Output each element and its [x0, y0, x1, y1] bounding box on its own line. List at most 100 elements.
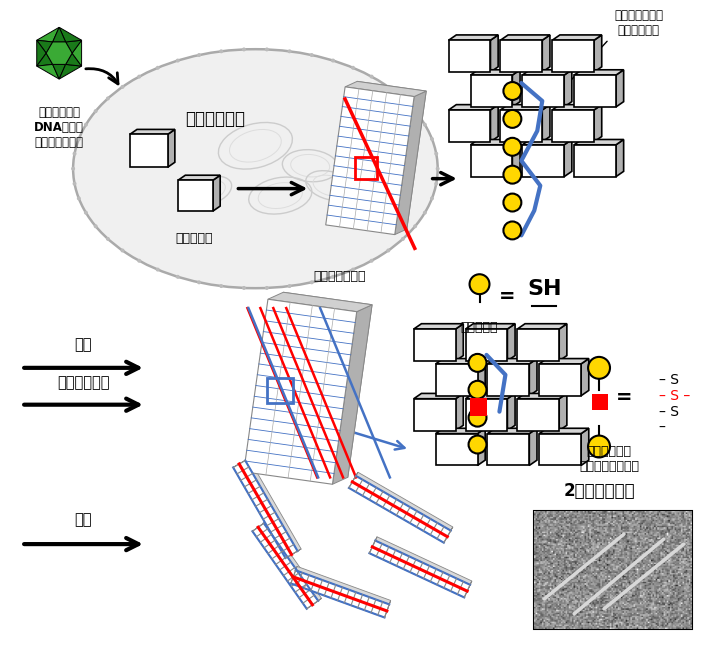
Polygon shape: [456, 393, 463, 430]
Text: ジスルフィド周
辺の相互作用: ジスルフィド周 辺の相互作用: [614, 9, 663, 37]
Circle shape: [219, 284, 223, 288]
Circle shape: [503, 82, 521, 100]
Polygon shape: [37, 27, 59, 42]
Polygon shape: [307, 599, 322, 609]
Polygon shape: [530, 428, 537, 465]
Circle shape: [197, 280, 201, 284]
Circle shape: [413, 109, 417, 113]
Polygon shape: [471, 75, 513, 107]
Text: カテプシン結晶: カテプシン結晶: [314, 271, 366, 283]
Circle shape: [197, 53, 201, 57]
Polygon shape: [351, 472, 453, 539]
Circle shape: [310, 280, 314, 284]
Circle shape: [106, 96, 110, 100]
Polygon shape: [471, 139, 520, 145]
Polygon shape: [594, 35, 602, 72]
Polygon shape: [518, 324, 567, 329]
Polygon shape: [72, 40, 82, 66]
Circle shape: [503, 166, 521, 184]
Polygon shape: [540, 428, 589, 434]
Circle shape: [370, 75, 373, 79]
Polygon shape: [168, 129, 175, 167]
Circle shape: [155, 268, 160, 272]
Polygon shape: [37, 53, 53, 66]
Polygon shape: [466, 324, 515, 329]
Polygon shape: [395, 91, 426, 235]
Polygon shape: [256, 521, 322, 607]
Polygon shape: [581, 359, 589, 396]
Circle shape: [413, 224, 417, 228]
Circle shape: [94, 224, 98, 228]
Circle shape: [137, 75, 141, 79]
Text: – S –: – S –: [659, 389, 690, 402]
Text: 自動酸化反応: 自動酸化反応: [57, 375, 109, 390]
Polygon shape: [436, 364, 478, 396]
Polygon shape: [233, 458, 249, 467]
Polygon shape: [414, 329, 456, 361]
Circle shape: [351, 66, 355, 70]
Polygon shape: [449, 110, 491, 142]
Circle shape: [84, 211, 88, 215]
Polygon shape: [501, 110, 542, 142]
Circle shape: [265, 286, 269, 290]
Circle shape: [435, 152, 438, 156]
Polygon shape: [291, 566, 297, 583]
Circle shape: [176, 275, 180, 279]
Polygon shape: [523, 75, 564, 107]
Polygon shape: [444, 527, 453, 543]
Polygon shape: [513, 70, 520, 107]
Polygon shape: [491, 35, 498, 72]
Polygon shape: [53, 64, 65, 79]
Polygon shape: [349, 476, 451, 543]
Circle shape: [84, 123, 88, 127]
Polygon shape: [414, 398, 456, 430]
Circle shape: [588, 357, 610, 379]
Polygon shape: [37, 40, 53, 53]
Polygon shape: [594, 105, 602, 142]
Ellipse shape: [73, 49, 437, 288]
Text: 細胞内結晶化: 細胞内結晶化: [185, 110, 246, 128]
Polygon shape: [552, 40, 594, 72]
Polygon shape: [332, 305, 372, 484]
Circle shape: [588, 436, 610, 457]
Circle shape: [242, 286, 246, 290]
Circle shape: [503, 138, 521, 156]
Polygon shape: [285, 549, 301, 558]
Polygon shape: [456, 324, 463, 361]
Circle shape: [469, 436, 486, 453]
Polygon shape: [523, 139, 572, 145]
Circle shape: [423, 211, 427, 215]
Circle shape: [137, 259, 141, 263]
Polygon shape: [508, 393, 515, 430]
Circle shape: [503, 194, 521, 211]
Circle shape: [94, 109, 98, 113]
Polygon shape: [574, 145, 616, 176]
Circle shape: [370, 259, 373, 263]
Polygon shape: [471, 70, 520, 75]
Text: カテプシン: カテプシン: [175, 233, 212, 245]
Text: – S: – S: [659, 404, 679, 418]
Text: 単離: 単離: [75, 337, 92, 352]
Polygon shape: [488, 428, 537, 434]
Polygon shape: [237, 458, 301, 556]
Polygon shape: [233, 461, 297, 558]
Polygon shape: [530, 359, 537, 396]
Polygon shape: [466, 329, 508, 361]
Polygon shape: [259, 292, 372, 477]
Polygon shape: [540, 359, 589, 364]
Polygon shape: [478, 428, 485, 465]
Text: カテプシンの
DNAをもつ
ウイルスの感染: カテプシンの DNAをもつ ウイルスの感染: [34, 106, 84, 149]
Polygon shape: [488, 434, 530, 465]
Text: –: –: [659, 420, 666, 434]
Polygon shape: [523, 70, 572, 75]
Circle shape: [469, 408, 486, 426]
Polygon shape: [501, 35, 550, 40]
Polygon shape: [574, 139, 623, 145]
Polygon shape: [581, 428, 589, 465]
Polygon shape: [268, 292, 372, 312]
Polygon shape: [253, 521, 267, 531]
Polygon shape: [449, 105, 498, 110]
Polygon shape: [130, 129, 175, 135]
Bar: [535, 511, 692, 629]
Circle shape: [435, 182, 438, 186]
